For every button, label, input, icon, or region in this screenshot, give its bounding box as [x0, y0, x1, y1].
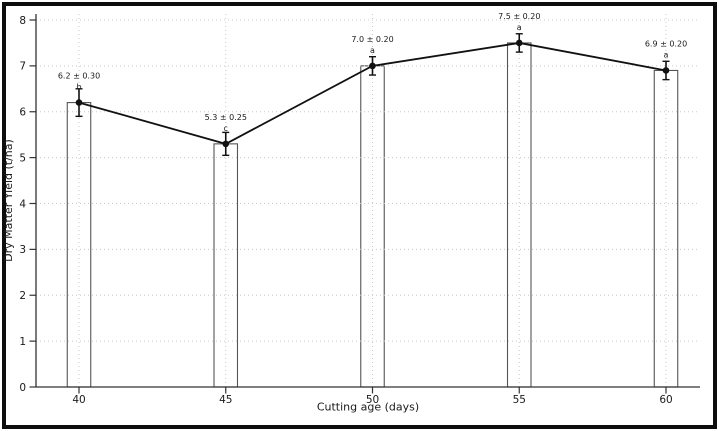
x-tick-label: 55 — [513, 394, 526, 406]
y-tick-label: 0 — [19, 382, 26, 394]
y-tick-label: 8 — [19, 15, 26, 27]
x-axis-label: Cutting age (days) — [317, 401, 419, 414]
annotation-value: 6.9 ± 0.20 — [645, 39, 687, 48]
x-tick-label: 40 — [72, 394, 85, 406]
y-tick-label: 1 — [19, 336, 26, 348]
annotation-value: 6.2 ± 0.30 — [58, 72, 100, 81]
y-tick-label: 7 — [19, 61, 26, 73]
data-point-marker — [369, 62, 376, 70]
annotation-letter: a — [370, 46, 375, 55]
y-tick-label: 5 — [19, 152, 26, 164]
annotation-letter: a — [664, 50, 669, 59]
data-point-marker — [515, 39, 523, 47]
y-axis-label: Dry Matter Yield (t/ha) — [2, 139, 15, 262]
annotation-value: 7.5 ± 0.20 — [498, 12, 540, 21]
annotation-value: 7.0 ± 0.20 — [351, 35, 393, 44]
bar — [66, 102, 92, 388]
data-point-marker — [662, 67, 670, 74]
data-point-marker — [75, 99, 83, 106]
y-tick-label: 6 — [19, 107, 26, 119]
annotation-value: 5.3 ± 0.25 — [205, 113, 247, 122]
annotation-letter: b — [76, 83, 81, 92]
data-point-marker — [222, 140, 230, 148]
y-tick-label: 4 — [19, 198, 26, 210]
x-tick-label: 50 — [366, 394, 379, 406]
x-tick-label: 45 — [219, 394, 232, 406]
y-tick-label: 2 — [19, 290, 26, 302]
y-tick-label: 3 — [19, 244, 26, 256]
x-tick-label: 60 — [659, 394, 672, 406]
annotation-letter: a — [517, 23, 522, 32]
annotation-letter: c — [224, 124, 228, 133]
bar — [653, 69, 679, 388]
